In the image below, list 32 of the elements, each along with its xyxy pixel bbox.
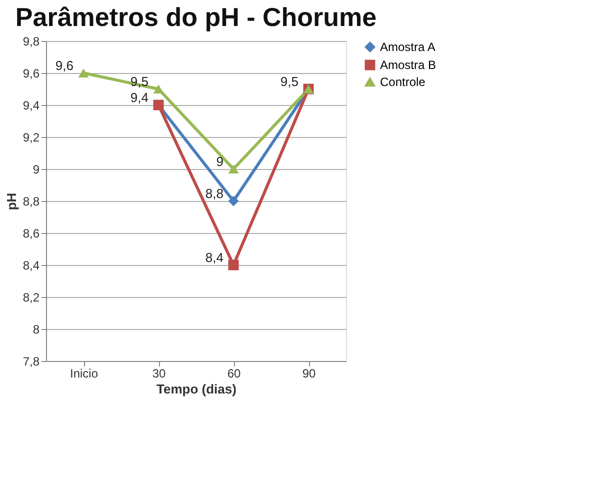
legend-label: Amostra A — [380, 40, 436, 54]
point — [78, 68, 89, 78]
data-label: 9,5 — [280, 74, 298, 89]
legend-label: Amostra B — [380, 58, 436, 72]
y-tick-label: 7,8 — [22, 354, 40, 368]
point — [153, 84, 164, 94]
point — [228, 196, 239, 206]
y-tick-label: 8,2 — [22, 290, 40, 304]
point — [228, 164, 239, 174]
point — [228, 260, 239, 270]
legend-label: Controle — [380, 75, 426, 89]
x-tick-label: Inicio — [70, 366, 98, 380]
y-tick-label: 9,8 — [22, 34, 40, 48]
y-tick-label: 9 — [32, 162, 40, 176]
x-tick-label: 60 — [227, 366, 241, 380]
x-tick-label: 90 — [302, 366, 316, 380]
y-tick-label: 8,8 — [22, 194, 40, 208]
x-axis-title: Tempo (dias) — [156, 382, 236, 396]
y-tick-label: 9,6 — [22, 66, 40, 80]
y-tick-label: 9,2 — [22, 130, 40, 144]
chart-title: Parâmetros do pH - Chorume — [15, 2, 377, 32]
data-label: 9,6 — [55, 58, 74, 73]
x-tick-label: 30 — [152, 366, 166, 380]
y-tick-label: 8,6 — [22, 226, 40, 240]
data-label: 9 — [216, 154, 224, 169]
y-axis-title: pH — [4, 192, 19, 210]
y-tick-label: 8,4 — [22, 258, 40, 272]
data-label: 9,4 — [130, 90, 148, 105]
data-label: 8,8 — [205, 186, 224, 201]
data-label: 8,4 — [205, 250, 224, 265]
y-tick-label: 8 — [32, 322, 40, 336]
y-tick-label: 9,4 — [22, 98, 40, 112]
